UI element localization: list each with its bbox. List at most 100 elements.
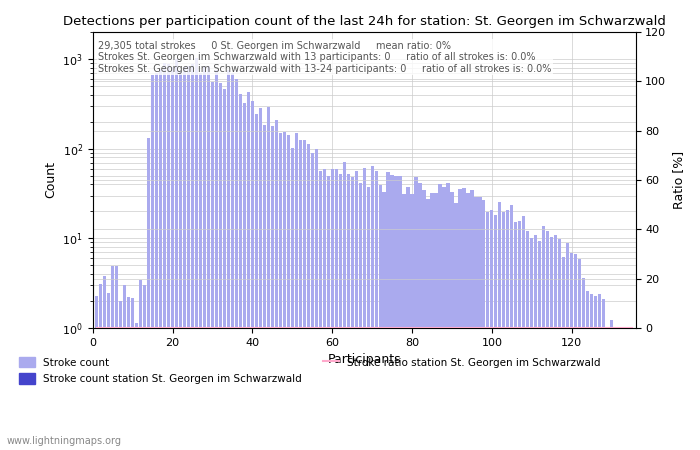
Bar: [526, 231, 529, 450]
Bar: [486, 212, 489, 450]
Bar: [391, 176, 393, 450]
Bar: [398, 176, 402, 450]
Bar: [414, 177, 418, 450]
Bar: [243, 103, 246, 450]
Bar: [302, 140, 306, 450]
Bar: [251, 101, 254, 450]
Bar: [470, 190, 473, 450]
Bar: [407, 187, 410, 450]
Bar: [111, 266, 114, 450]
Bar: [103, 276, 106, 450]
Bar: [530, 238, 533, 450]
Bar: [171, 67, 174, 450]
Bar: [490, 210, 493, 450]
Bar: [410, 194, 414, 450]
Bar: [542, 226, 545, 450]
Bar: [155, 73, 158, 450]
Bar: [339, 174, 342, 450]
Bar: [274, 121, 278, 450]
Bar: [163, 63, 166, 450]
Bar: [447, 183, 449, 450]
X-axis label: Participants: Participants: [328, 353, 401, 366]
Bar: [558, 239, 561, 450]
Y-axis label: Ratio [%]: Ratio [%]: [672, 151, 685, 209]
Bar: [239, 94, 242, 450]
Bar: [127, 297, 130, 450]
Text: 29,305 total strokes     0 St. Georgen im Schwarzwald     mean ratio: 0%
Strokes: 29,305 total strokes 0 St. Georgen im Sc…: [98, 41, 552, 74]
Bar: [430, 193, 433, 450]
Bar: [219, 83, 222, 450]
Bar: [115, 266, 118, 450]
Bar: [227, 71, 230, 450]
Bar: [454, 202, 458, 450]
Bar: [506, 210, 510, 450]
Bar: [602, 299, 606, 450]
Bar: [287, 135, 290, 450]
Bar: [135, 323, 138, 450]
Bar: [494, 215, 498, 450]
Bar: [618, 328, 621, 450]
Bar: [510, 205, 513, 450]
Bar: [498, 202, 501, 450]
Bar: [290, 148, 294, 450]
Bar: [566, 243, 569, 450]
Bar: [191, 64, 194, 450]
Bar: [330, 169, 334, 450]
Bar: [478, 197, 482, 450]
Bar: [175, 59, 178, 450]
Bar: [283, 131, 286, 450]
Bar: [99, 284, 102, 450]
Bar: [323, 170, 326, 450]
Y-axis label: Count: Count: [44, 162, 57, 198]
Bar: [574, 254, 578, 450]
Bar: [450, 193, 454, 450]
Bar: [363, 168, 365, 450]
Bar: [386, 172, 390, 450]
Bar: [311, 153, 314, 450]
Bar: [327, 176, 330, 450]
Bar: [358, 183, 362, 450]
Bar: [314, 148, 318, 450]
Bar: [598, 293, 601, 450]
Bar: [518, 221, 522, 450]
Bar: [462, 189, 466, 450]
Bar: [379, 185, 382, 450]
Bar: [442, 187, 446, 450]
Bar: [167, 64, 170, 450]
Bar: [582, 279, 585, 450]
Bar: [123, 285, 126, 450]
Bar: [151, 75, 154, 450]
Bar: [395, 176, 398, 450]
Bar: [195, 58, 198, 450]
Bar: [203, 66, 206, 450]
Bar: [522, 216, 526, 450]
Bar: [622, 328, 625, 450]
Bar: [183, 67, 186, 450]
Bar: [231, 73, 234, 450]
Bar: [335, 169, 338, 450]
Bar: [255, 114, 258, 450]
Bar: [562, 256, 566, 450]
Title: Detections per participation count of the last 24h for station: St. Georgen im S: Detections per participation count of th…: [63, 15, 666, 28]
Bar: [307, 144, 310, 450]
Bar: [550, 238, 554, 450]
Bar: [546, 231, 550, 450]
Bar: [279, 133, 282, 450]
Bar: [199, 73, 202, 450]
Bar: [299, 140, 302, 450]
Bar: [514, 222, 517, 450]
Bar: [351, 177, 354, 450]
Bar: [438, 184, 442, 450]
Bar: [538, 241, 541, 450]
Bar: [267, 107, 270, 450]
Bar: [131, 298, 134, 450]
Bar: [179, 71, 182, 450]
Bar: [247, 92, 250, 450]
Bar: [346, 174, 350, 450]
Bar: [143, 285, 146, 450]
Bar: [259, 108, 262, 450]
Bar: [630, 328, 634, 450]
Bar: [374, 171, 378, 450]
Bar: [426, 199, 430, 450]
Bar: [578, 259, 581, 450]
